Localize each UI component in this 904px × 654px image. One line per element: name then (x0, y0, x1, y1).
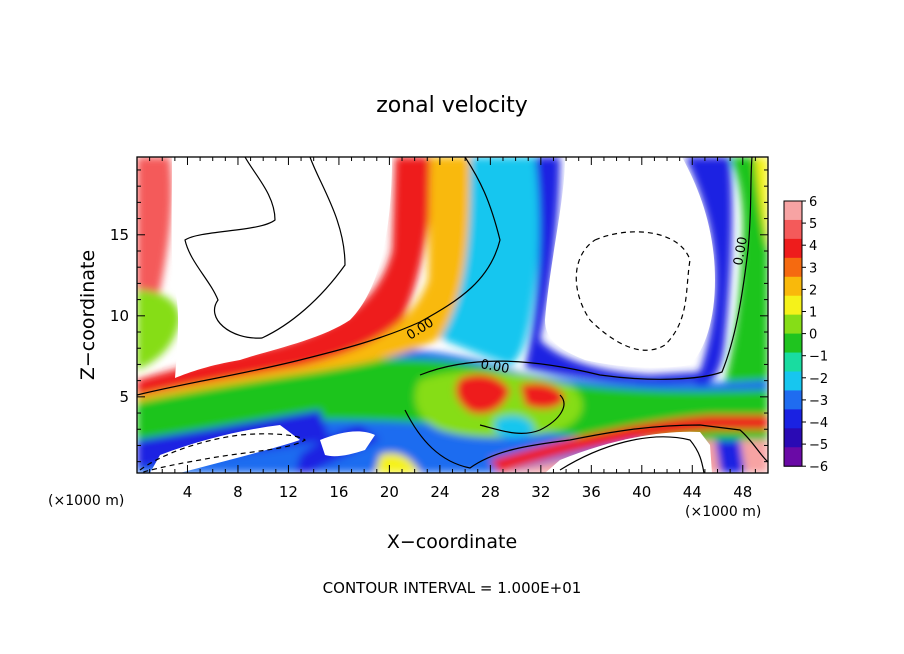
colorbar-label: 3 (809, 261, 817, 276)
x-tick-label: 16 (329, 483, 348, 501)
colorbar-label: −6 (809, 460, 828, 475)
colorbar-swatch (784, 219, 802, 240)
x-tick-label: 44 (683, 483, 702, 501)
contour-label: 0.00 (479, 357, 510, 377)
x-axis: 4 8 12 16 20 24 28 32 36 40 44 48 (149, 157, 756, 501)
colorbar-label: 1 (809, 306, 817, 321)
colorbar-label: 4 (809, 239, 817, 254)
colorbar-swatch (784, 314, 802, 335)
x-tick-label: 48 (733, 483, 752, 501)
colorbar-label: 6 (809, 195, 817, 210)
x-tick-label: 8 (233, 483, 243, 501)
colorbar-label: −3 (809, 394, 828, 409)
contour-label: 0.00 (731, 236, 751, 267)
colorbar-swatch (784, 409, 802, 429)
x-tick-label: 36 (582, 483, 601, 501)
contour-interval-note: CONTOUR INTERVAL = 1.000E+01 (323, 579, 582, 597)
y-axis: 5 10 15 (110, 169, 768, 463)
x-tick-label: 12 (279, 483, 298, 501)
y-tick-label: 10 (110, 307, 129, 325)
plot-area: 0.00 0.00 0.00 (136, 156, 769, 474)
colorbar-label: 0 (809, 328, 817, 343)
x-unit-right: (×1000 m) (685, 504, 761, 520)
x-tick-label: 32 (531, 483, 550, 501)
y-tick-label: 5 (119, 388, 129, 406)
colorbar-label: 5 (809, 217, 817, 232)
x-tick-label: 24 (430, 483, 449, 501)
colorbar-swatch (784, 201, 802, 221)
colorbar-swatch (784, 428, 802, 448)
colorbar-label: 2 (809, 283, 817, 298)
colorbar-swatch (784, 447, 802, 467)
colorbar-swatch (784, 371, 802, 391)
colorbar-swatch (784, 257, 802, 278)
colorbar-swatch (784, 238, 802, 259)
x-axis-label: X−coordinate (387, 531, 517, 553)
colorbar-swatch (784, 295, 802, 316)
colorbar-swatch (784, 390, 802, 410)
contour-lines (137, 157, 768, 473)
colorbar-label: −2 (809, 372, 828, 387)
x-tick-label: 4 (183, 483, 193, 501)
colorbar-label: −4 (809, 416, 828, 431)
velocity-field: 0.00 0.00 0.00 (137, 157, 768, 473)
x-tick-label: 28 (481, 483, 500, 501)
colorbar-label: −5 (809, 438, 828, 453)
y-tick-label: 15 (110, 226, 129, 244)
x-unit-left: (×1000 m) (48, 493, 124, 509)
colorbar: 6 5 4 3 2 1 0 −1 −2 −3 −4 −5 −6 (783, 195, 828, 475)
negative-contours (139, 231, 691, 473)
colorbar-swatch (784, 276, 802, 297)
y-axis-label: Z−coordinate (77, 250, 99, 380)
colorbar-swatch (784, 333, 802, 354)
x-tick-label: 20 (380, 483, 399, 501)
colorbar-swatch (784, 352, 802, 372)
colorbar-label: −1 (809, 350, 828, 365)
x-tick-label: 40 (632, 483, 651, 501)
chart-title: zonal velocity (376, 93, 528, 118)
